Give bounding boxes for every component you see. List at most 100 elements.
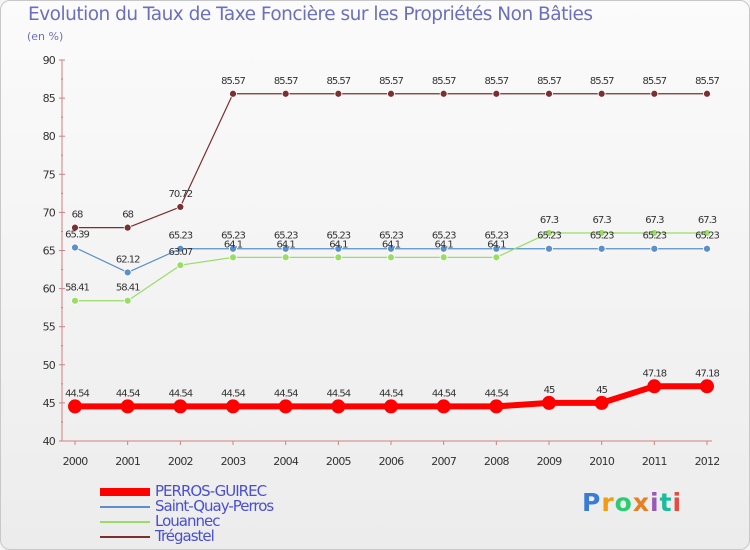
data-label: 85.57 — [432, 76, 456, 87]
legend-swatch — [100, 488, 150, 496]
data-point-perros-guirec — [331, 399, 346, 414]
data-label: 44.54 — [327, 388, 351, 399]
data-point-louannec — [650, 229, 659, 237]
data-label: 64.1 — [277, 239, 296, 250]
data-label: 58.41 — [116, 283, 140, 294]
data-point-perros-guirec — [278, 399, 293, 414]
data-point-louannec — [281, 253, 290, 262]
data-point-tregastel — [650, 89, 659, 98]
logo-letter: x — [632, 488, 650, 517]
x-tick-label: 2009 — [537, 455, 563, 468]
data-point-saint-quay-perros — [492, 244, 501, 253]
data-label: 65.23 — [432, 231, 456, 242]
data-label: 70.72 — [169, 189, 193, 200]
legend-label: Trégastel — [155, 527, 215, 545]
data-label: 44.54 — [432, 388, 456, 399]
data-point-perros-guirec — [384, 399, 398, 414]
data-point-tregastel — [439, 89, 448, 98]
data-label: 85.57 — [379, 76, 403, 87]
series-line-tregastel — [75, 93, 707, 229]
data-point-louannec — [176, 261, 185, 270]
logo-letter: o — [614, 488, 633, 517]
data-point-saint-quay-perros — [650, 244, 659, 253]
data-label: 44.54 — [485, 388, 509, 399]
data-point-tregastel — [176, 203, 185, 211]
x-tick-label: 2008 — [484, 455, 510, 468]
data-label: 67.3 — [540, 215, 559, 226]
data-point-perros-guirec — [68, 399, 82, 414]
data-label: 65.39 — [65, 230, 89, 241]
data-point-saint-quay-perros — [176, 244, 185, 253]
data-point-perros-guirec — [120, 399, 135, 414]
x-tick-label: 2004 — [273, 455, 299, 468]
data-point-tregastel — [597, 89, 606, 98]
data-label: 65.23 — [169, 231, 193, 242]
data-point-tregastel — [71, 223, 79, 232]
data-point-louannec — [123, 296, 132, 305]
x-tick-label: 2006 — [379, 455, 405, 468]
data-point-tregastel — [334, 89, 343, 98]
data-point-tregastel — [492, 89, 501, 98]
chart-legend: PERROS-GUIREC Saint-Quay-Perros Louannec Tr… — [100, 482, 360, 545]
logo-letter: P — [582, 488, 602, 517]
data-label: 47.18 — [643, 368, 667, 379]
data-point-louannec — [439, 253, 448, 262]
data-point-tregastel — [703, 89, 711, 98]
data-label: 47.18 — [695, 368, 719, 379]
data-label: 65.23 — [327, 231, 351, 242]
data-label: 45 — [596, 385, 607, 396]
data-point-louannec — [597, 229, 606, 237]
x-tick-label: 2010 — [589, 455, 615, 468]
legend-item: Trégastel — [100, 527, 360, 545]
data-label: 44.54 — [65, 388, 89, 399]
data-label: 67.3 — [645, 215, 664, 226]
data-label: 68 — [122, 210, 133, 221]
data-label: 85.57 — [274, 76, 298, 87]
data-point-saint-quay-perros — [545, 244, 553, 253]
legend-item: PERROS-GUIREC — [100, 482, 360, 500]
data-label: 65.23 — [221, 231, 245, 242]
data-point-perros-guirec — [542, 395, 556, 410]
data-point-louannec — [545, 229, 553, 237]
x-tick-label: 2003 — [221, 455, 247, 468]
y-tick-label: 90 — [43, 54, 56, 67]
x-tick-label: 2005 — [326, 455, 352, 468]
data-point-saint-quay-perros — [439, 244, 448, 253]
data-point-louannec — [387, 253, 395, 262]
data-label: 64.1 — [382, 239, 401, 250]
data-point-louannec — [229, 253, 237, 262]
data-label: 64.1 — [329, 239, 348, 250]
data-label: 44.54 — [379, 388, 403, 399]
legend-swatch — [100, 536, 150, 538]
data-point-saint-quay-perros — [703, 244, 711, 253]
data-point-louannec — [703, 229, 711, 237]
data-label: 65.23 — [274, 231, 298, 242]
y-tick-label: 60 — [43, 283, 56, 296]
y-tick-label: 45 — [43, 397, 56, 410]
proxiti-logo: Proxiti — [582, 488, 682, 517]
y-tick-label: 55 — [43, 321, 56, 334]
x-tick-label: 2007 — [431, 455, 457, 468]
data-label: 85.57 — [327, 76, 351, 87]
logo-letter: r — [601, 488, 615, 517]
data-label: 65.23 — [643, 231, 667, 242]
data-label: 85.57 — [695, 76, 719, 87]
data-point-saint-quay-perros — [229, 244, 237, 253]
data-point-louannec — [334, 253, 343, 262]
legend-item: Louannec — [100, 512, 360, 530]
chart-title: Evolution du Taux de Taxe Foncière sur l… — [28, 4, 593, 25]
data-label: 64.1 — [224, 239, 243, 250]
data-label: 58.41 — [65, 283, 89, 294]
data-point-perros-guirec — [436, 399, 451, 414]
data-label: 44.54 — [169, 388, 193, 399]
x-tick-label: 2011 — [642, 455, 667, 468]
data-label: 64.1 — [435, 239, 454, 250]
data-point-tregastel — [123, 223, 132, 232]
legend-label: Louannec — [155, 512, 220, 530]
data-label: 67.3 — [593, 215, 612, 226]
data-point-perros-guirec — [489, 399, 504, 414]
data-point-tregastel — [387, 89, 395, 98]
data-label: 63.07 — [169, 247, 193, 258]
data-point-perros-guirec — [647, 379, 662, 394]
data-point-louannec — [492, 253, 501, 262]
